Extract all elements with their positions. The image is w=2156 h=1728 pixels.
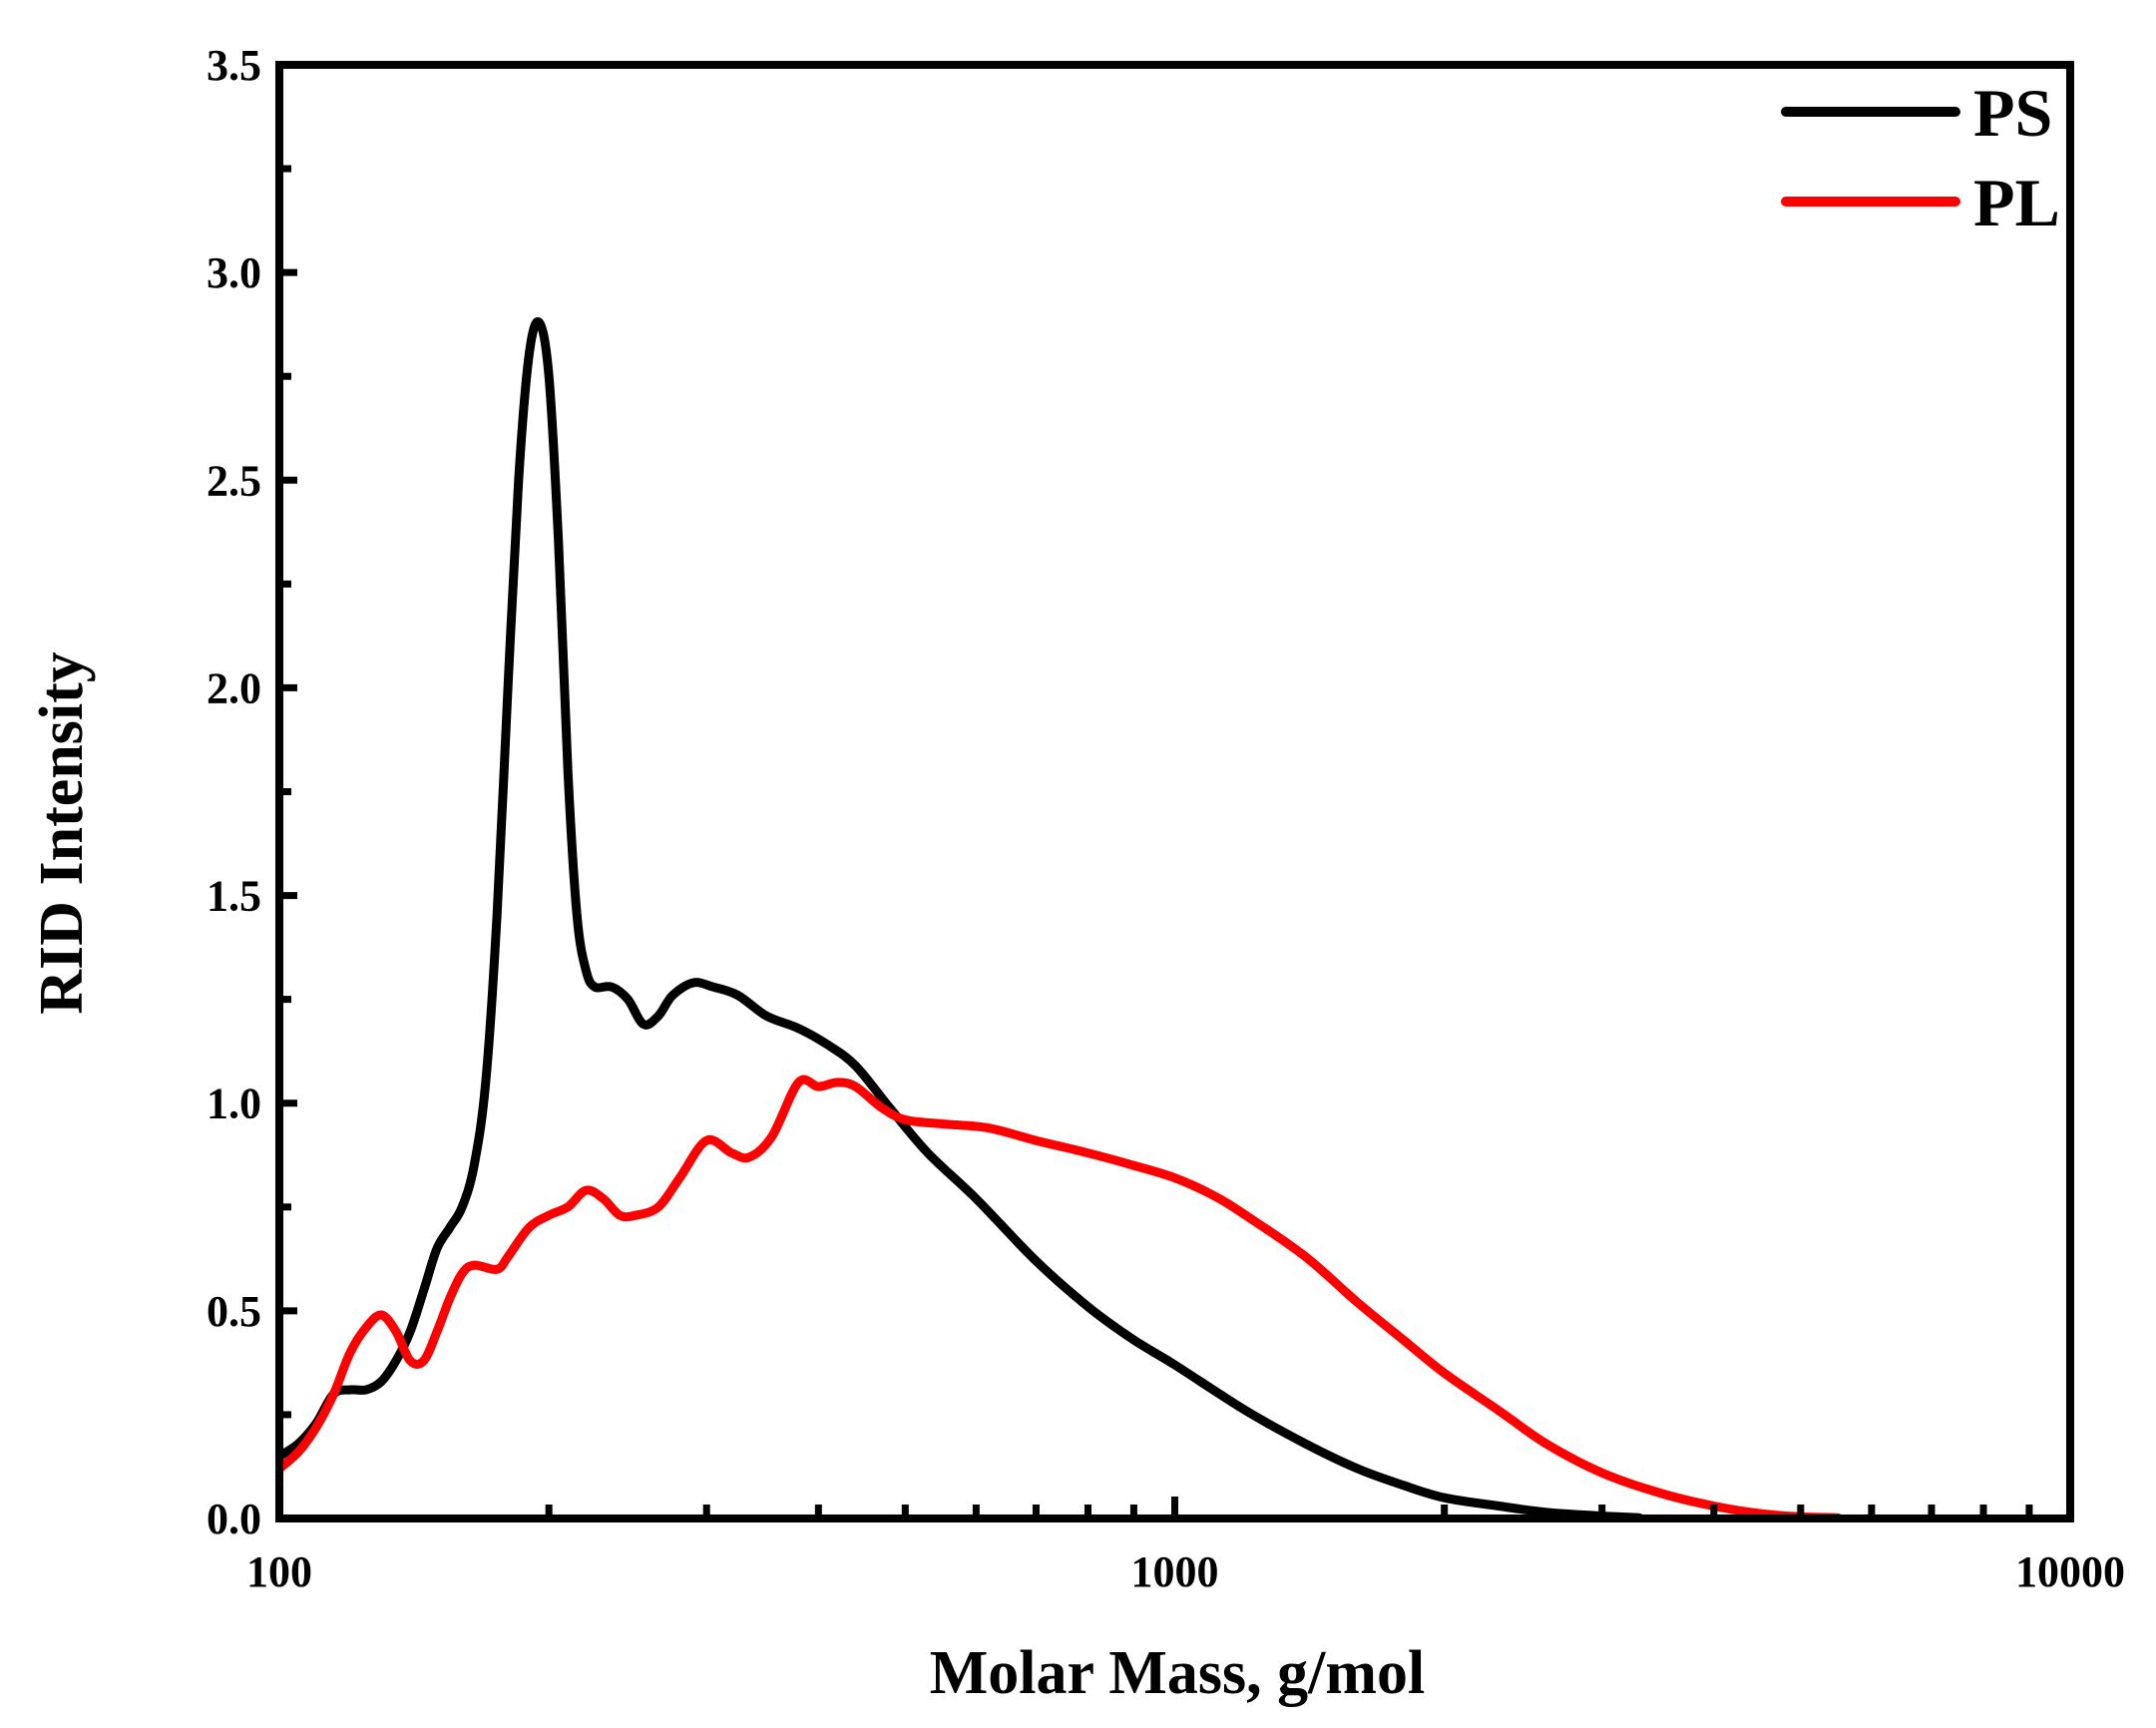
legend-label-pl: PL: [1973, 165, 2060, 240]
x-tick-label: 100: [246, 1547, 312, 1596]
ticks: [275, 61, 2074, 1522]
y-tick-label: 0.0: [207, 1495, 261, 1543]
series-group: [279, 316, 1843, 1518]
axes: [275, 61, 2074, 1522]
y-tick-label: 3.0: [207, 248, 261, 297]
series-line-ps: [279, 316, 1644, 1518]
legend-label-ps: PS: [1973, 75, 2052, 151]
tick-labels: 0.0 0.5 1.0 1.5 2.0 2.5 3.0 3.5 100 1000 10000: [207, 41, 2125, 1596]
y-tick-label: 1.0: [207, 1080, 261, 1128]
y-tick-label: 2.0: [207, 663, 261, 712]
x-axis-title: Molar Mass, g/mol: [930, 1639, 1426, 1707]
series-line-pl: [279, 1075, 1843, 1518]
y-tick-label: 1.5: [207, 872, 261, 921]
y-tick-label: 3.5: [207, 41, 261, 90]
y-tick-label: 0.5: [207, 1287, 261, 1336]
x-tick-label: 1000: [1131, 1547, 1219, 1596]
legend: PS PL: [1781, 75, 2060, 240]
y-tick-label: 2.5: [207, 456, 261, 505]
x-tick-label: 10000: [2015, 1547, 2125, 1596]
plot-frame: [275, 61, 2074, 1522]
y-axis-title: RID Intensity: [28, 651, 96, 1014]
